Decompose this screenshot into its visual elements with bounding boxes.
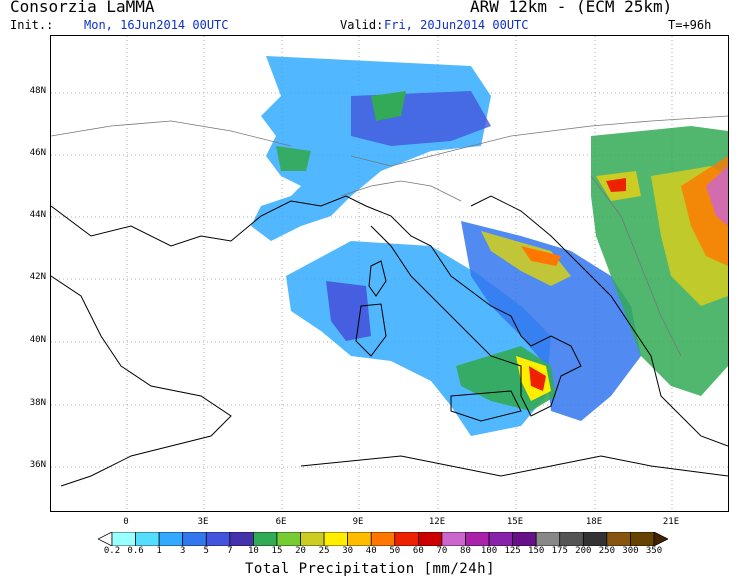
colorbar-tick-label: 100	[480, 546, 498, 556]
colorbar-tick-label: 20	[295, 546, 306, 556]
colorbar-tick-label: 175	[551, 546, 568, 556]
colorbar-bin	[158, 532, 184, 546]
colorbar-bin	[582, 532, 608, 546]
precipitation-colorbar	[98, 532, 668, 546]
colorbar-bin	[182, 532, 207, 546]
colorbar-bin	[559, 532, 584, 546]
colorbar-bin	[630, 532, 655, 546]
colorbar-bin	[370, 532, 396, 546]
colorbar-arrow-high	[653, 532, 668, 546]
colorbar-tick-label: 150	[528, 546, 545, 556]
colorbar-bin	[135, 532, 160, 546]
colorbar-bin	[229, 532, 254, 546]
organization-title: Consorzia LaMMA	[10, 0, 155, 16]
colorbar-bin	[347, 532, 372, 546]
lon-label-9e: 9E	[352, 517, 364, 527]
colorbar-tick-label: 0.6	[127, 546, 144, 556]
colorbar-tick-label: 3	[179, 546, 186, 556]
colorbar-tick-label: 125	[504, 546, 521, 556]
colorbar-bin	[488, 532, 513, 546]
colorbar-bin	[535, 532, 561, 546]
colorbar-tick-label: 40	[365, 546, 377, 556]
colorbar-tick-label: 50	[389, 546, 401, 556]
colorbar-bin	[394, 532, 419, 546]
lon-label-6e: 6E	[275, 517, 287, 527]
colorbar-bin	[205, 532, 231, 546]
colorbar-tick-label: 7	[227, 546, 233, 556]
valid-label: Valid:	[340, 18, 384, 32]
colorbar-bin	[512, 532, 537, 546]
precipitation-field	[251, 56, 728, 436]
lon-label-12e: 12E	[428, 517, 446, 527]
model-title: ARW 12km - (ECM 25km)	[470, 0, 673, 16]
colorbar-tick-label: 350	[645, 546, 663, 556]
lon-label-18e: 18E	[585, 517, 603, 527]
lat-label-44n: 44N	[29, 210, 46, 220]
lat-label-38n: 38N	[29, 398, 46, 408]
colorbar-tick-label: 0.2	[103, 546, 121, 556]
lat-label-46n: 46N	[29, 148, 46, 158]
colorbar-tick-label: 1	[156, 546, 162, 556]
lat-label-42n: 42N	[29, 272, 46, 282]
colorbar-bin	[441, 532, 466, 546]
lat-label-36n: 36N	[29, 460, 46, 470]
colorbar-bin	[300, 532, 325, 546]
colorbar-arrow-low	[98, 532, 113, 546]
colorbar-tick-label: 30	[342, 546, 354, 556]
init-datetime: Mon, 16Jun2014 00UTC	[84, 18, 229, 32]
colorbar-bin	[417, 532, 443, 546]
colorbar-bin	[276, 532, 301, 546]
lon-label-0: 0	[123, 517, 129, 527]
coastline	[51, 195, 728, 487]
colorbar-title: Total Precipitation [mm/24h]	[245, 561, 496, 577]
colorbar-bin	[465, 532, 490, 546]
colorbar-tick-label: 300	[622, 546, 639, 556]
map-canvas	[51, 36, 728, 511]
colorbar-tick-label: 80	[460, 546, 471, 556]
national-borders	[51, 115, 728, 357]
lon-label-15e: 15E	[506, 517, 524, 527]
colorbar-tick-label: 70	[436, 546, 448, 556]
precipitation-map	[50, 35, 729, 512]
colorbar-bin	[111, 532, 136, 546]
colorbar-bin	[323, 532, 349, 546]
colorbar-tick-label: 60	[412, 546, 424, 556]
colorbar-tick-label: 250	[598, 546, 615, 556]
colorbar-bin	[606, 532, 631, 546]
lon-label-3e: 3E	[197, 517, 209, 527]
colorbar-tick-label: 200	[575, 546, 592, 556]
colorbar-tick-label: 25	[318, 546, 330, 556]
lat-label-40n: 40N	[29, 335, 46, 345]
forecast-timestep: T=+96h	[668, 18, 712, 32]
lat-label-48n: 48N	[29, 86, 46, 96]
colorbar-tick-label: 10	[247, 546, 259, 556]
lon-label-21e: 21E	[662, 517, 680, 527]
valid-datetime: Fri, 20Jun2014 00UTC	[384, 18, 529, 32]
colorbar-bin	[253, 532, 278, 546]
colorbar-tick-label: 5	[203, 546, 209, 556]
colorbar-tick-label: 15	[271, 546, 283, 556]
init-label: Init.:	[10, 18, 54, 32]
